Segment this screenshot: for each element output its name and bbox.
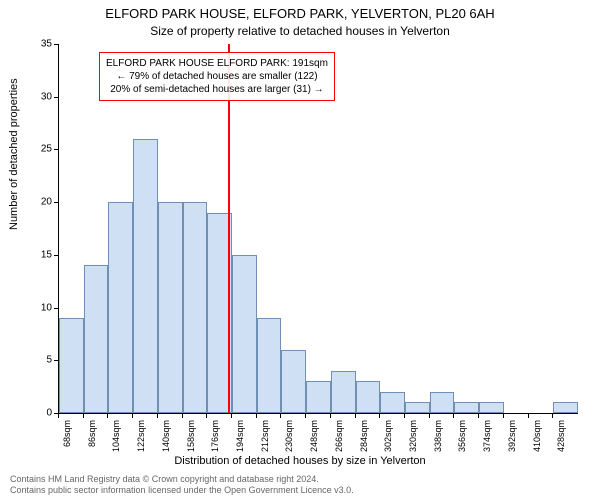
y-tick-label: 10 [22, 302, 52, 313]
x-tick-mark [231, 414, 232, 418]
plot-area: ELFORD PARK HOUSE ELFORD PARK: 191sqm← 7… [58, 44, 578, 414]
histogram-bar [158, 202, 183, 413]
x-tick-mark [453, 414, 454, 418]
x-axis-label: Distribution of detached houses by size … [0, 455, 600, 467]
y-tick-mark [54, 360, 58, 361]
histogram-bar [306, 381, 331, 413]
annotation-line-2: ← 79% of detached houses are smaller (12… [106, 70, 328, 83]
x-tick-mark [206, 414, 207, 418]
y-tick-mark [54, 255, 58, 256]
x-tick-mark [58, 414, 59, 418]
x-tick-mark [379, 414, 380, 418]
x-tick-mark [404, 414, 405, 418]
histogram-bar [183, 202, 208, 413]
x-tick-mark [429, 414, 430, 418]
x-tick-mark [107, 414, 108, 418]
annotation-line-1: ELFORD PARK HOUSE ELFORD PARK: 191sqm [106, 57, 328, 70]
y-tick-label: 15 [22, 249, 52, 260]
y-tick-label: 25 [22, 144, 52, 155]
x-tick-mark [330, 414, 331, 418]
histogram-bar [553, 402, 578, 413]
y-tick-mark [54, 97, 58, 98]
histogram-bar [232, 255, 257, 413]
histogram-bar [405, 402, 430, 413]
y-tick-label: 0 [22, 408, 52, 419]
x-tick-mark [182, 414, 183, 418]
y-tick-mark [54, 202, 58, 203]
histogram-bar [108, 202, 133, 413]
x-tick-mark [552, 414, 553, 418]
y-tick-mark [54, 308, 58, 309]
chart-title-main: ELFORD PARK HOUSE, ELFORD PARK, YELVERTO… [0, 6, 600, 21]
x-tick-mark [478, 414, 479, 418]
x-tick-mark [256, 414, 257, 418]
chart-title-sub: Size of property relative to detached ho… [0, 24, 600, 38]
histogram-bar [479, 402, 504, 413]
annotation-box: ELFORD PARK HOUSE ELFORD PARK: 191sqm← 7… [99, 52, 335, 101]
y-tick-label: 20 [22, 197, 52, 208]
x-tick-mark [280, 414, 281, 418]
x-tick-mark [83, 414, 84, 418]
histogram-bar [59, 318, 84, 413]
footer-line-1: Contains HM Land Registry data © Crown c… [10, 474, 354, 485]
chart-container: ELFORD PARK HOUSE, ELFORD PARK, YELVERTO… [0, 0, 600, 500]
y-tick-mark [54, 149, 58, 150]
histogram-bar [380, 392, 405, 413]
histogram-bar [257, 318, 282, 413]
x-tick-mark [157, 414, 158, 418]
annotation-line-3: 20% of semi-detached houses are larger (… [106, 83, 328, 96]
x-tick-mark [305, 414, 306, 418]
x-tick-mark [503, 414, 504, 418]
footer-attribution: Contains HM Land Registry data © Crown c… [10, 474, 354, 496]
footer-line-2: Contains public sector information licen… [10, 485, 354, 496]
x-tick-mark [132, 414, 133, 418]
histogram-bar [331, 371, 356, 413]
histogram-bar [356, 381, 381, 413]
y-tick-label: 30 [22, 91, 52, 102]
y-tick-label: 35 [22, 39, 52, 50]
x-tick-mark [528, 414, 529, 418]
histogram-bar [430, 392, 455, 413]
y-axis-label: Number of detached properties [8, 78, 20, 230]
histogram-bar [454, 402, 479, 413]
histogram-bar [84, 265, 109, 413]
x-tick-mark [355, 414, 356, 418]
y-tick-label: 5 [22, 355, 52, 366]
histogram-bar [281, 350, 306, 413]
histogram-bar [133, 139, 158, 413]
y-tick-mark [54, 44, 58, 45]
